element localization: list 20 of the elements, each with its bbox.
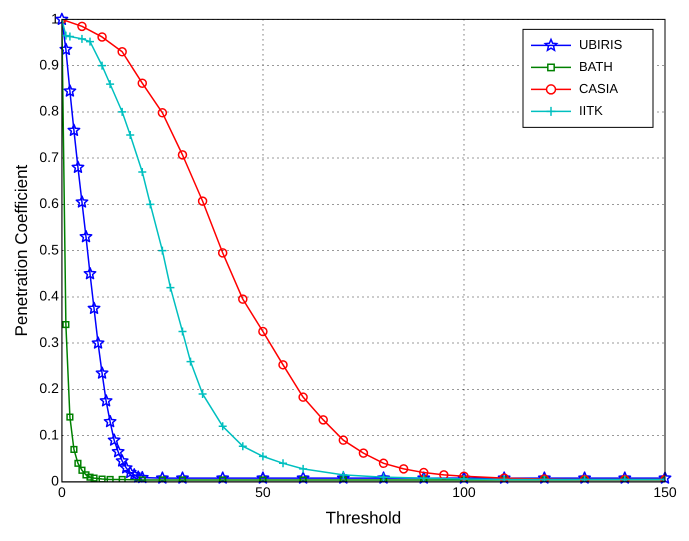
legend-label: CASIA (579, 80, 618, 96)
y-tick-label: 0 (51, 472, 60, 489)
y-tick-label: 0.2 (39, 380, 60, 396)
y-tick-label: 0.1 (39, 426, 60, 442)
y-tick-label: 0.7 (39, 148, 60, 165)
y-tick-label: 0.5 (39, 241, 60, 258)
y-tick-label: 0.9 (39, 56, 60, 72)
legend-label: BATH (579, 58, 613, 74)
y-tick-label: 0.4 (39, 288, 60, 304)
x-axis-title: Threshold (326, 508, 402, 528)
legend-label: IITK (579, 102, 604, 118)
y-tick-label: 0.6 (39, 195, 60, 212)
x-tick-label: 150 (653, 484, 677, 500)
y-tick-label: 1 (51, 10, 60, 26)
x-tick-label: 100 (452, 484, 476, 500)
y-tick-label: 0.8 (39, 102, 60, 119)
y-tick-label: 0.3 (39, 334, 60, 350)
legend-label: UBIRIS (579, 36, 623, 52)
x-tick-label: 50 (255, 484, 271, 500)
y-axis-title: Penetration Coefficient (12, 164, 31, 336)
